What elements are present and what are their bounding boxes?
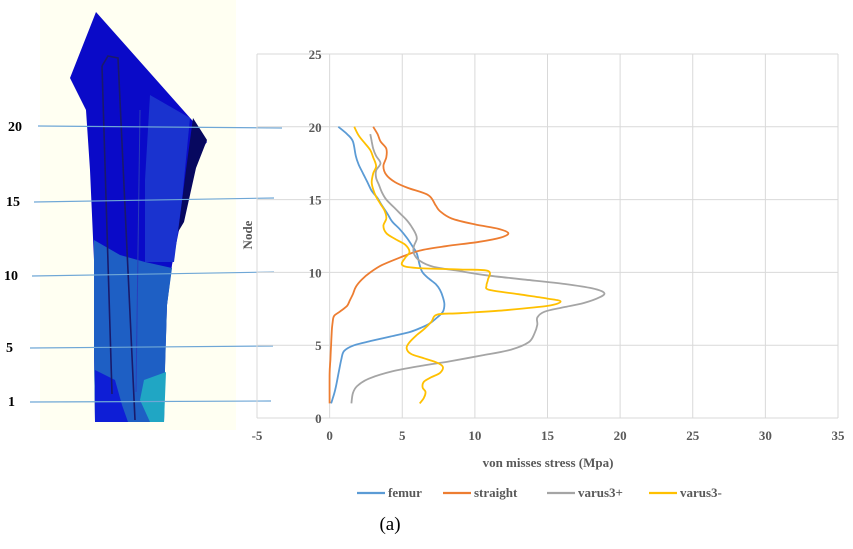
node-label-10: 10 xyxy=(4,269,18,284)
x-tick-label: 25 xyxy=(686,428,700,443)
x-tick-label: 5 xyxy=(399,428,406,443)
legend: femur straight varus3+ varus3- xyxy=(357,485,722,500)
node-label-20: 20 xyxy=(8,120,22,135)
node-line-1 xyxy=(29,400,272,403)
bone-dark-edge xyxy=(178,118,207,232)
node-line-20 xyxy=(37,125,283,129)
x-tick-label: -5 xyxy=(252,428,263,443)
series-group xyxy=(328,126,606,404)
x-tick-label: 10 xyxy=(468,428,481,443)
node-label-5: 5 xyxy=(6,341,13,356)
y-tick-label: 25 xyxy=(309,47,323,62)
bone-cyan-region xyxy=(140,372,166,422)
x-tick-label: 30 xyxy=(759,428,772,443)
stress-chart: -5 0 5 10 15 20 25 30 35 0 5 10 15 20 25 Node von mis… xyxy=(240,47,845,500)
node-line-5 xyxy=(29,345,274,349)
gridlines xyxy=(256,53,839,418)
node-label-15: 15 xyxy=(6,195,20,210)
node-line-15 xyxy=(33,197,275,203)
x-axis-title: von misses stress (Mpa) xyxy=(483,455,614,470)
series-line-straight xyxy=(328,126,510,404)
series-line-varus3- xyxy=(353,126,562,404)
x-tick-label: 15 xyxy=(541,428,555,443)
bone-mid-region xyxy=(94,240,172,422)
series-line-varus3- xyxy=(350,133,606,404)
x-tick-label: 0 xyxy=(326,428,333,443)
node-line-10 xyxy=(31,271,275,277)
node-label-1: 1 xyxy=(8,395,15,410)
legend-label: varus3- xyxy=(680,485,722,500)
implant-stem-outline xyxy=(101,55,136,421)
bone-base-dark xyxy=(95,370,128,422)
legend-label: femur xyxy=(388,485,422,500)
y-tick-label: 0 xyxy=(315,411,322,426)
x-tick-labels: -5 0 5 10 15 20 25 30 35 xyxy=(252,428,845,443)
bone-lighter-region xyxy=(145,95,190,262)
bone-model: 20 15 10 5 1 xyxy=(4,0,283,430)
figure-caption: (a) xyxy=(379,514,400,535)
y-tick-label: 10 xyxy=(309,265,322,280)
series-line-femur xyxy=(330,126,446,404)
y-tick-label: 15 xyxy=(309,193,323,208)
implant-stem-inner xyxy=(135,109,141,393)
y-tick-labels: 0 5 10 15 20 25 xyxy=(309,47,323,426)
legend-label: varus3+ xyxy=(578,485,623,500)
x-tick-label: 20 xyxy=(614,428,627,443)
legend-label: straight xyxy=(474,485,518,500)
x-tick-label: 35 xyxy=(832,428,846,443)
y-axis-title: Node xyxy=(240,220,255,249)
y-tick-label: 20 xyxy=(309,120,322,135)
y-tick-label: 5 xyxy=(315,338,322,353)
